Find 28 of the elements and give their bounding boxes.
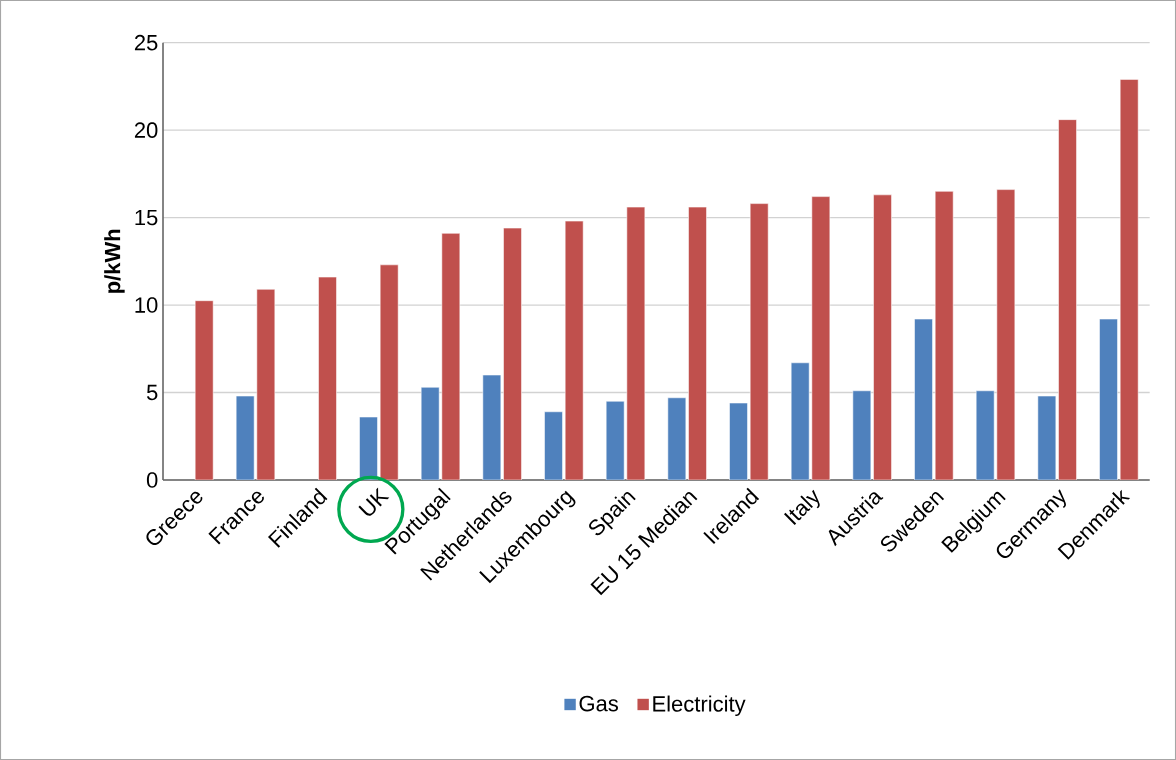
bar <box>749 203 769 480</box>
bar <box>482 374 502 480</box>
bar <box>359 416 378 480</box>
bar <box>564 220 584 480</box>
bar <box>934 191 954 480</box>
bar <box>1058 119 1077 480</box>
bar <box>503 227 522 480</box>
y-axis-title: p/kWh <box>104 229 125 293</box>
x-tick-label: Italy <box>783 489 820 526</box>
y-tick-label: 10 <box>135 297 158 313</box>
bar <box>688 206 707 480</box>
y-tick-label: 20 <box>134 122 158 138</box>
bar <box>318 276 337 480</box>
bar <box>194 300 214 480</box>
bar <box>1119 79 1139 480</box>
bar <box>1099 318 1118 480</box>
y-tick-label: 5 <box>146 384 158 401</box>
bar <box>729 402 748 480</box>
legend-label: Gas <box>579 695 618 712</box>
y-tick-label: 0 <box>146 472 158 488</box>
bar <box>914 318 933 480</box>
legend-label: Electricity <box>653 695 746 717</box>
bar <box>379 264 399 480</box>
bar <box>544 411 563 480</box>
bar <box>667 397 687 480</box>
y-tick-label: 25 <box>134 34 158 51</box>
bar <box>1037 395 1057 480</box>
y-tick-label: 15 <box>135 209 158 226</box>
